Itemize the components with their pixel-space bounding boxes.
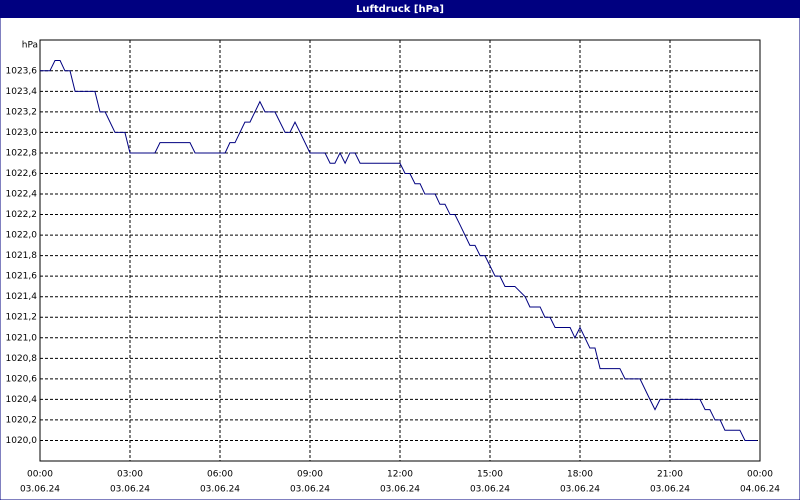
x-tick-date: 03.06.24: [200, 485, 240, 495]
title-bar: [0, 0, 800, 18]
y-tick-label: 1022,6: [6, 169, 38, 179]
x-tick-date: 03.06.24: [380, 485, 420, 495]
chart-title: Luftdruck [hPa]: [356, 4, 444, 15]
y-tick-label: 1020,8: [6, 354, 38, 364]
x-tick-date: 03.06.24: [290, 485, 330, 495]
y-tick-label: 1022,0: [6, 231, 38, 241]
y-tick-label: 1022,4: [6, 190, 38, 200]
x-tick-label: 00:00: [747, 470, 773, 480]
x-tick-label: 00:00: [27, 470, 53, 480]
x-tick-date: 03.06.24: [110, 485, 150, 495]
x-tick-label: 09:00: [297, 470, 323, 480]
y-unit: hPa: [22, 41, 38, 51]
y-tick-label: 1023,0: [6, 128, 38, 138]
y-tick-label: 1023,6: [6, 66, 38, 76]
x-tick-label: 21:00: [657, 470, 683, 480]
pressure-line: [40, 60, 757, 441]
y-tick-label: 1023,4: [6, 87, 38, 97]
y-tick-label: 1021,6: [6, 272, 38, 282]
x-tick-date: 03.06.24: [560, 485, 600, 495]
x-tick-label: 06:00: [207, 470, 233, 480]
y-tick-label: 1020,2: [6, 415, 38, 425]
y-tick-label: 1023,2: [6, 107, 38, 117]
y-tick-label: 1021,2: [6, 313, 38, 323]
x-tick-label: 03:00: [117, 470, 143, 480]
x-tick-date: 03.06.24: [470, 485, 510, 495]
x-tick-date: 03.06.24: [20, 485, 60, 495]
y-tick-label: 1022,2: [6, 210, 38, 220]
x-tick-label: 12:00: [387, 470, 413, 480]
y-tick-label: 1022,8: [6, 148, 38, 158]
y-tick-label: 1020,6: [6, 374, 38, 384]
y-tick-label: 1021,8: [6, 251, 38, 261]
x-tick-date: 04.06.24: [740, 485, 780, 495]
y-tick-label: 1020,0: [6, 436, 38, 446]
y-tick-label: 1021,0: [6, 333, 38, 343]
x-tick-label: 18:00: [567, 470, 593, 480]
y-tick-label: 1020,4: [6, 395, 38, 405]
y-tick-label: 1021,4: [6, 292, 38, 302]
x-tick-label: 15:00: [477, 470, 503, 480]
x-tick-date: 03.06.24: [650, 485, 690, 495]
